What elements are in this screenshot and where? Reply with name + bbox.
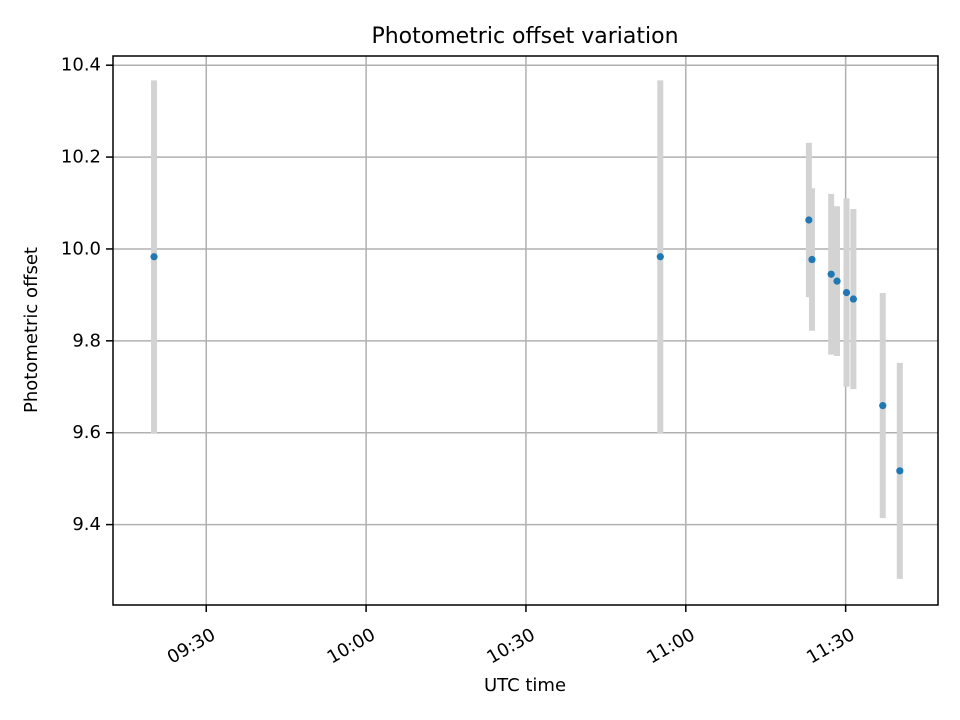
- data-point: [849, 295, 857, 303]
- data-points: [150, 216, 904, 475]
- data-point: [833, 277, 841, 285]
- y-axis-label: Photometric offset: [21, 247, 42, 413]
- y-tick-label: 9.4: [72, 514, 101, 535]
- y-tick-label: 9.6: [72, 422, 101, 443]
- y-tick-label: 9.8: [72, 330, 101, 351]
- data-point: [896, 467, 904, 475]
- x-axis-label: UTC time: [484, 675, 566, 696]
- data-point: [842, 288, 851, 297]
- data-point: [879, 402, 887, 410]
- data-point: [656, 253, 664, 261]
- chart-title: Photometric offset variation: [371, 24, 678, 49]
- y-tick-label: 10.2: [61, 147, 101, 168]
- y-tick-label: 10.4: [61, 55, 101, 76]
- y-tick-label: 10.0: [61, 238, 101, 259]
- y-axis-ticks: 9.4 9.6 9.8 10.0 10.2 10.4: [61, 55, 113, 535]
- data-point: [805, 216, 813, 224]
- data-point: [827, 270, 835, 278]
- data-point: [150, 253, 158, 261]
- data-point: [808, 255, 816, 264]
